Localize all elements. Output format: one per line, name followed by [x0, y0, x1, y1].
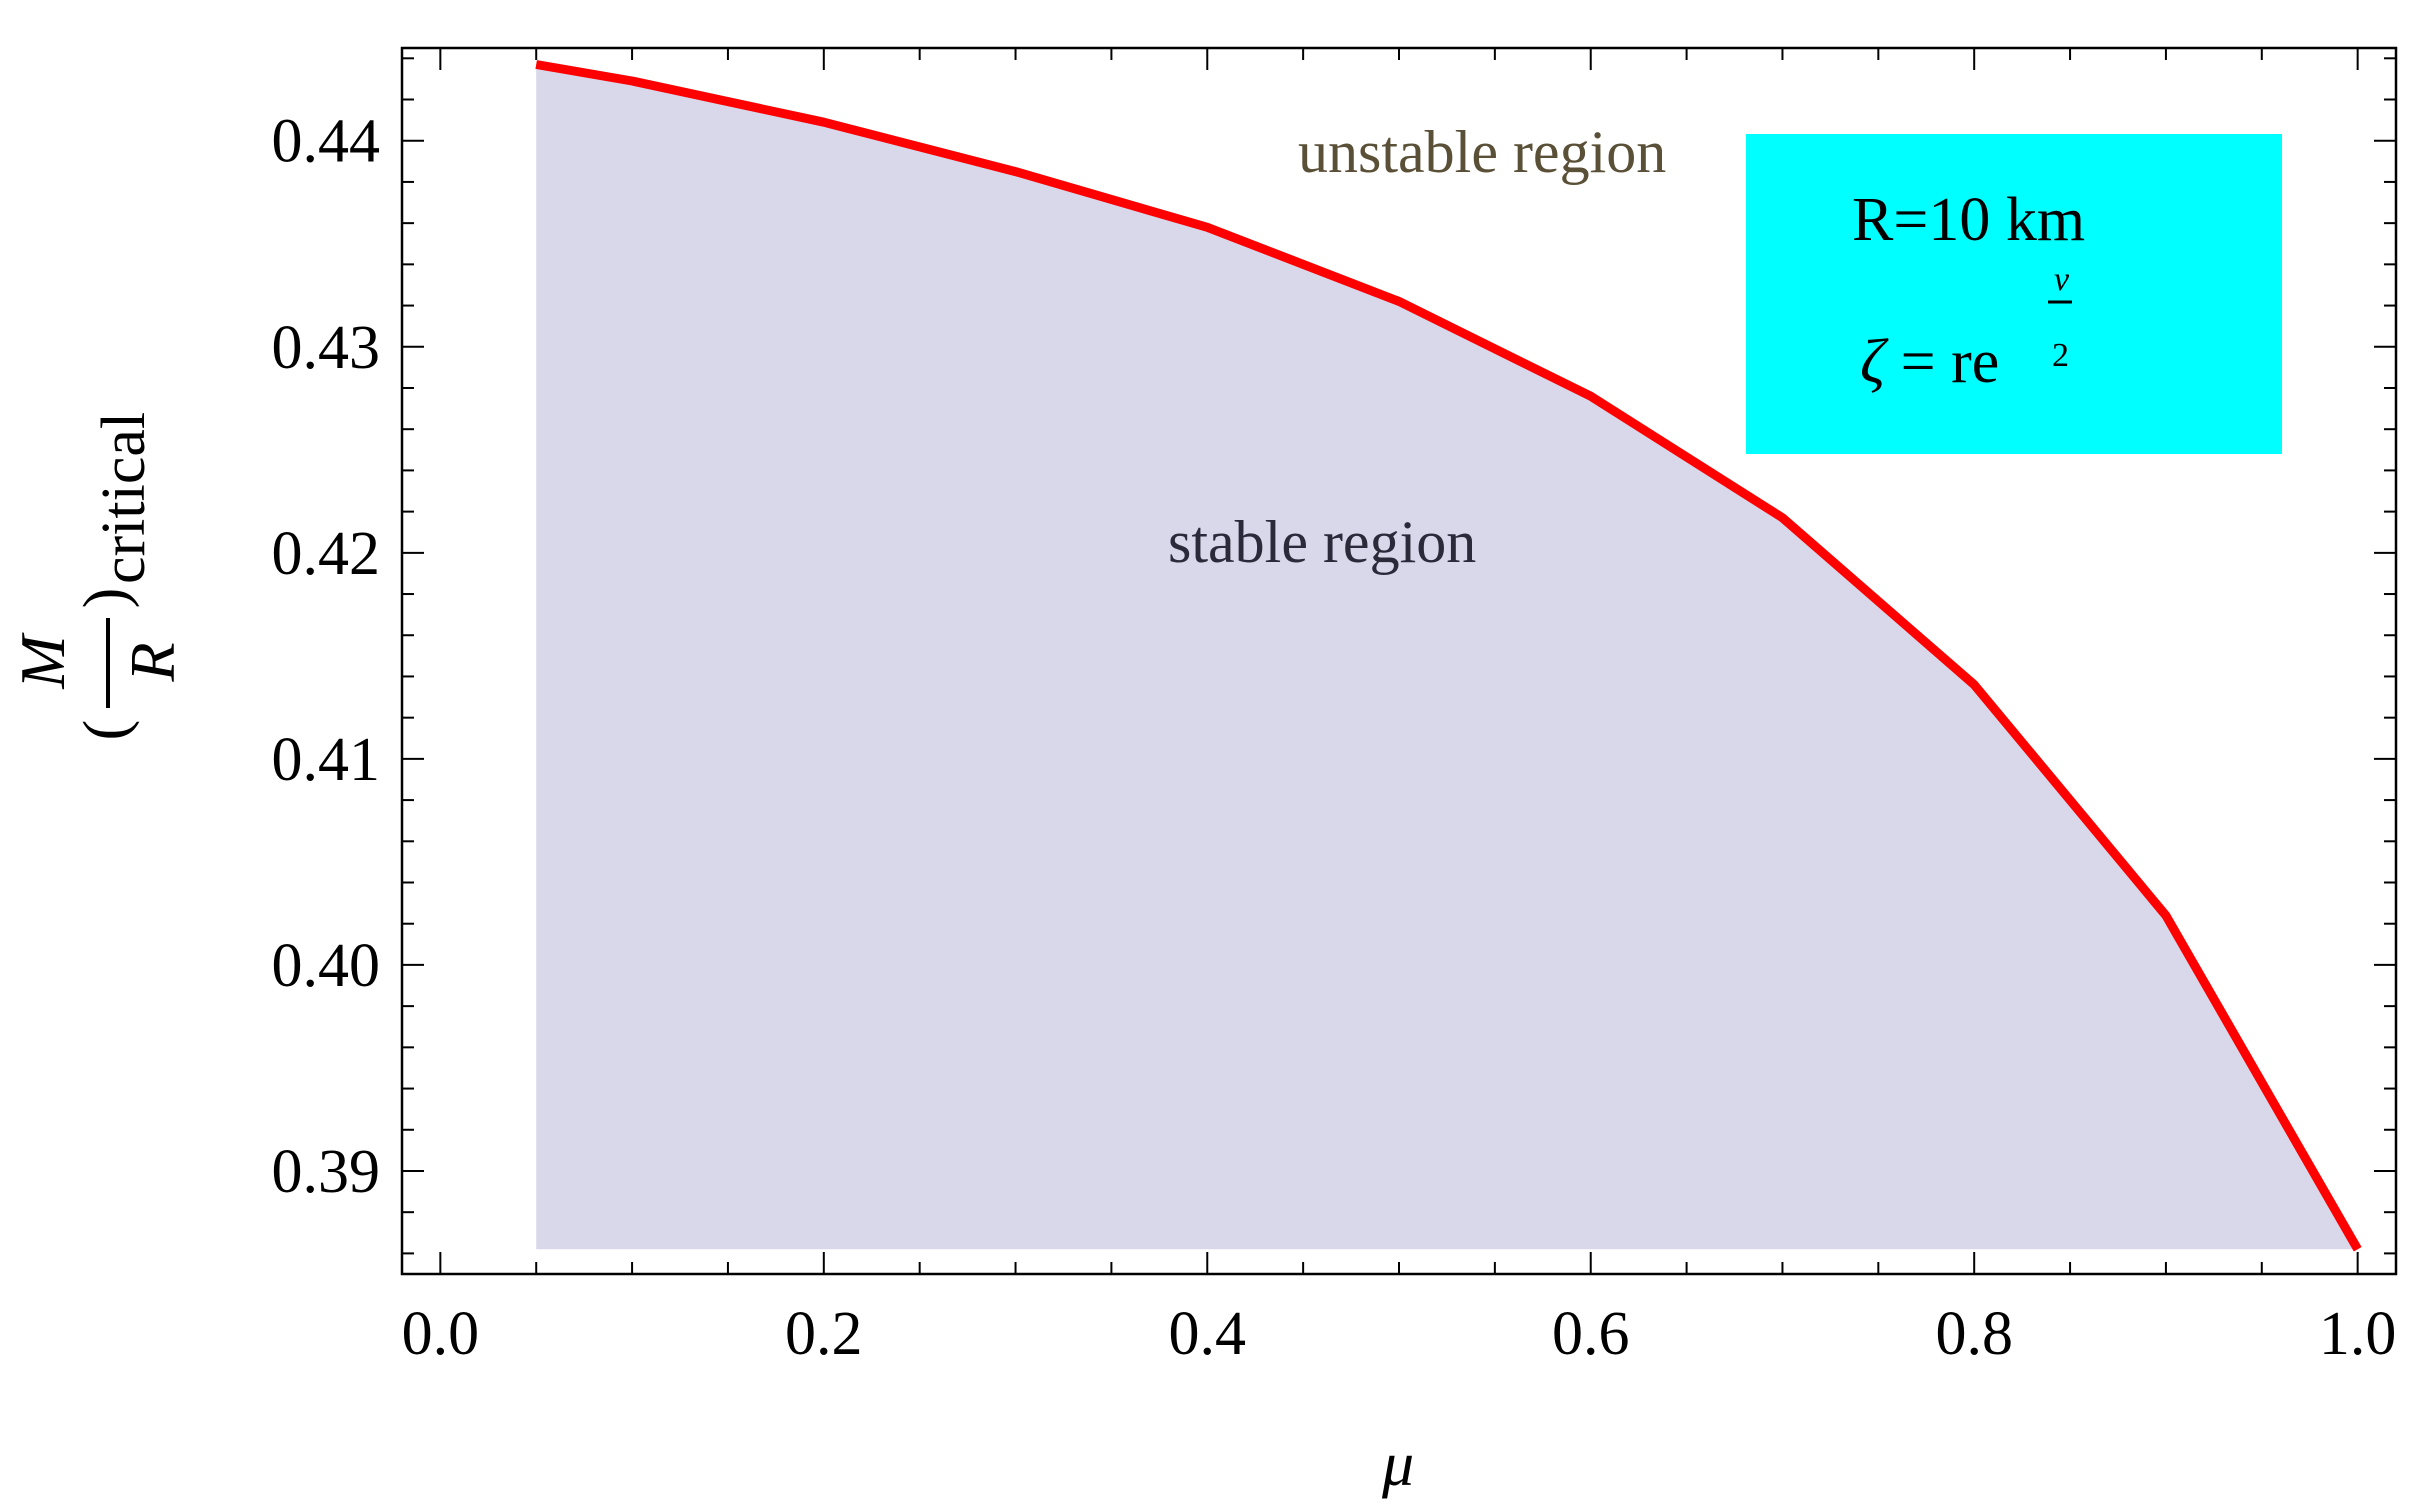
legend-radius-text: R=10 km — [1852, 186, 2085, 254]
x-tick-label: 0.2 — [785, 1300, 863, 1368]
y-tick-label: 0.44 — [272, 108, 381, 176]
y-tick-label: 0.40 — [272, 932, 381, 1000]
y-axis-close-paren: ) — [72, 588, 140, 609]
y-tick-label: 0.41 — [272, 726, 381, 794]
y-axis-numerator: M — [7, 632, 78, 690]
y-tick-label: 0.43 — [272, 314, 381, 382]
plot-area: 0.0 0.2 0.4 0.6 0.8 1.0 0.390.400.410.420.430… — [272, 46, 2398, 1368]
critical-curve — [535, 60, 2362, 1252]
legend-formula: ζ = re — [1860, 328, 1999, 396]
legend-exp-num: ν — [2054, 261, 2070, 298]
x-tick-label: 1.0 — [2319, 1300, 2397, 1368]
stable-region-label: stable region — [1168, 509, 1476, 575]
legend-box: R=10 km ζ = re ν 2 — [1746, 134, 2282, 454]
legend-background — [1746, 134, 2282, 454]
stable-region-fill — [536, 64, 2358, 1250]
y-axis-subscript: critical — [90, 412, 158, 584]
legend-base: re — [1951, 328, 1999, 396]
legend-zeta: ζ — [1860, 328, 1889, 396]
y-axis-denominator: R — [117, 642, 188, 682]
x-tick-label: 0.6 — [1552, 1300, 1630, 1368]
unstable-region-label: unstable region — [1298, 119, 1666, 185]
y-axis-open-paren: ( — [72, 720, 140, 741]
x-tick-label: 0.0 — [402, 1300, 480, 1368]
legend-equals: = — [1885, 328, 1951, 396]
x-tick-labels: 0.0 0.2 0.4 0.6 0.8 1.0 — [402, 1300, 2397, 1368]
y-tick-label: 0.39 — [272, 1138, 381, 1206]
x-tick-label: 0.8 — [1935, 1300, 2013, 1368]
y-tick-label: 0.42 — [272, 520, 381, 588]
y-tick-labels: 0.39 0.40 0.41 0.42 0.43 0.44 — [272, 108, 381, 1206]
legend-exp-den: 2 — [2052, 337, 2069, 374]
y-axis-title: M ( ) critical R — [7, 412, 188, 740]
x-tick-label: 0.4 — [1169, 1300, 1247, 1368]
x-axis-title: μ — [1381, 1428, 1414, 1499]
axis-ticks — [402, 48, 2396, 1274]
